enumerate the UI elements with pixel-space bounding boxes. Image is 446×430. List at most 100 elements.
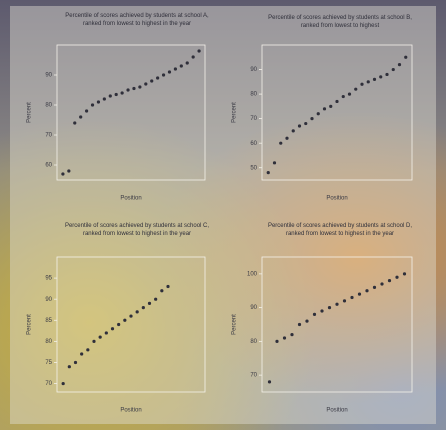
- y-tick-label: 90: [45, 297, 52, 303]
- point: [272, 161, 277, 165]
- y-tick-label: 60: [45, 163, 52, 169]
- point: [86, 348, 90, 352]
- y-tick-label: 85: [45, 318, 52, 324]
- point: [104, 331, 108, 335]
- chart-title: Percentile of scores achieved by student…: [65, 13, 209, 27]
- point: [372, 77, 377, 81]
- point: [166, 284, 170, 289]
- point: [85, 109, 89, 113]
- y-tick-label: 70: [250, 373, 257, 379]
- y-tick-label: 90: [45, 73, 52, 79]
- point: [191, 55, 195, 59]
- point: [154, 297, 158, 301]
- point: [341, 94, 345, 99]
- point: [347, 92, 352, 96]
- point: [365, 289, 369, 293]
- point: [335, 99, 339, 104]
- point: [123, 318, 127, 322]
- y-axis-label: Percent: [232, 102, 238, 123]
- point: [61, 381, 65, 386]
- point: [167, 70, 172, 74]
- point: [366, 80, 370, 84]
- point: [90, 103, 95, 107]
- point: [79, 115, 83, 119]
- y-tick-label: 80: [45, 103, 52, 109]
- point: [132, 86, 136, 91]
- point: [354, 87, 358, 91]
- point: [161, 73, 166, 77]
- chart-title: Percentile of scores achieved by student…: [64, 223, 210, 237]
- plot-frame: [56, 44, 206, 181]
- y-tick-label: 80: [250, 92, 257, 98]
- point: [335, 302, 339, 306]
- plot-frame: [56, 256, 206, 393]
- point: [150, 79, 154, 83]
- point: [185, 61, 189, 65]
- point: [138, 85, 142, 89]
- point: [96, 100, 101, 104]
- x-axis-label: Position: [326, 408, 347, 414]
- point: [285, 136, 289, 140]
- point: [312, 312, 317, 316]
- plot-frame: [261, 256, 413, 393]
- point: [135, 310, 139, 314]
- point: [297, 124, 302, 128]
- point: [173, 67, 177, 71]
- point: [360, 82, 364, 86]
- point: [110, 327, 115, 331]
- point: [126, 88, 130, 92]
- point: [108, 94, 112, 98]
- y-tick-label: 90: [250, 305, 257, 311]
- point: [327, 306, 332, 310]
- point: [342, 299, 347, 303]
- point: [147, 301, 152, 306]
- point: [80, 352, 84, 356]
- point: [357, 292, 362, 296]
- y-tick-label: 100: [247, 271, 258, 277]
- y-axis-label: Percent: [27, 102, 33, 123]
- y-tick-label: 75: [45, 360, 52, 366]
- point: [279, 141, 283, 145]
- point: [117, 322, 121, 327]
- y-axis-label: Percent: [232, 314, 238, 335]
- point: [275, 339, 279, 343]
- point: [310, 117, 314, 121]
- point: [380, 282, 384, 286]
- y-tick-label: 70: [250, 116, 257, 122]
- point: [372, 285, 377, 289]
- point: [316, 112, 320, 116]
- point: [179, 64, 183, 68]
- point: [144, 82, 148, 86]
- point: [402, 272, 407, 276]
- point: [282, 336, 287, 340]
- x-axis-label: Position: [326, 196, 347, 202]
- point: [67, 169, 71, 173]
- point: [387, 279, 392, 283]
- y-tick-label: 50: [250, 165, 257, 171]
- plot-frame: [261, 44, 413, 181]
- y-tick-label: 80: [45, 339, 52, 345]
- y-tick-label: 70: [45, 381, 52, 387]
- point: [156, 76, 160, 80]
- y-tick-label: 60: [250, 141, 257, 147]
- point: [385, 72, 389, 77]
- chart-title: Percentile of scores achieved by student…: [267, 223, 413, 237]
- point: [266, 171, 270, 175]
- point: [92, 339, 96, 343]
- point: [67, 365, 71, 369]
- point: [305, 319, 309, 323]
- chart-title: Percentile of scores achieved by student…: [268, 15, 412, 29]
- point: [129, 314, 133, 318]
- y-tick-label: 70: [45, 133, 52, 139]
- y-axis-label: Percent: [27, 314, 33, 335]
- y-tick-label: 90: [250, 67, 257, 73]
- x-axis-label: Position: [120, 408, 141, 414]
- point: [329, 104, 333, 108]
- point: [291, 129, 295, 133]
- point: [98, 335, 102, 339]
- point: [102, 97, 106, 101]
- point: [73, 121, 77, 125]
- point: [297, 322, 302, 327]
